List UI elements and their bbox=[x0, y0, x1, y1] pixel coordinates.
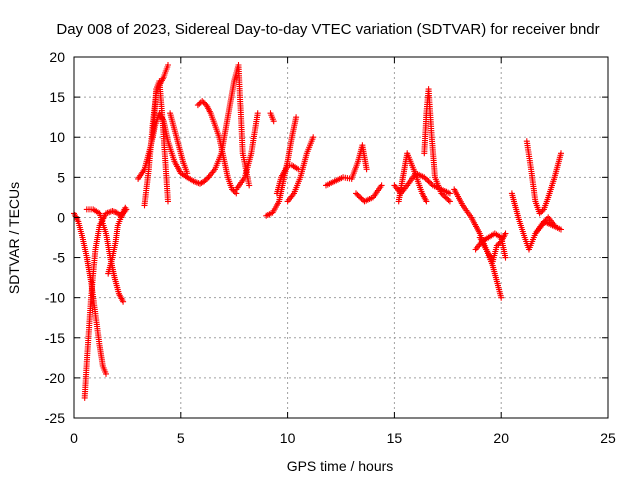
data-point-plus bbox=[118, 213, 125, 220]
chart-title: Day 008 of 2023, Sidereal Day-to-day VTE… bbox=[56, 21, 599, 38]
data-point-plus bbox=[423, 198, 430, 205]
series-arc15 bbox=[273, 162, 302, 197]
y-tick-label: 10 bbox=[49, 129, 65, 145]
series-arc17 bbox=[323, 142, 370, 189]
data-point-plus bbox=[254, 110, 261, 117]
series-arc24 bbox=[476, 230, 509, 265]
data-point-plus bbox=[439, 191, 446, 198]
data-point-plus bbox=[194, 102, 201, 109]
x-tick-labels: 0 5 10 15 20 25 bbox=[70, 430, 616, 446]
data-point-plus bbox=[200, 99, 207, 106]
plot-frame bbox=[73, 56, 609, 419]
data-point-plus bbox=[246, 182, 253, 189]
x-tick-label: 20 bbox=[493, 430, 509, 446]
data-point-plus bbox=[539, 207, 546, 214]
y-axis-label: SDTVAR / TECUs bbox=[6, 182, 22, 294]
data-point-plus bbox=[421, 174, 428, 181]
series-arc16 bbox=[284, 134, 317, 205]
data-point-plus bbox=[538, 209, 545, 216]
series-arc12 bbox=[233, 110, 261, 193]
data-point-plus bbox=[363, 166, 370, 173]
data-point-plus bbox=[425, 178, 432, 185]
data-point-plus bbox=[355, 193, 362, 200]
data-point-plus bbox=[427, 179, 433, 186]
data-point-plus bbox=[444, 195, 451, 202]
series-arc9 bbox=[184, 174, 212, 187]
data-point-plus bbox=[123, 206, 130, 213]
data-point-plus bbox=[201, 178, 208, 185]
data-point-plus bbox=[103, 370, 109, 377]
series-arc21 bbox=[421, 86, 453, 205]
data-point-plus bbox=[558, 226, 564, 233]
data-markers bbox=[71, 62, 564, 401]
data-point-plus bbox=[293, 114, 300, 121]
data-point-plus bbox=[428, 181, 435, 187]
series-arc27 bbox=[532, 214, 558, 237]
y-tick-label: -20 bbox=[45, 370, 65, 386]
data-point-plus bbox=[310, 134, 317, 141]
x-tick-label: 0 bbox=[70, 430, 78, 446]
series-arc2 bbox=[81, 204, 129, 401]
series-arc4 bbox=[105, 206, 130, 277]
y-tick-label: -5 bbox=[53, 250, 66, 266]
data-point-plus bbox=[199, 98, 206, 105]
y-tick-label: -10 bbox=[45, 290, 65, 306]
data-point-plus bbox=[438, 190, 445, 197]
data-point-plus bbox=[231, 189, 238, 195]
data-point-plus bbox=[424, 177, 431, 183]
data-point-plus bbox=[442, 194, 449, 201]
series-arc18 bbox=[353, 182, 385, 205]
x-axis-label: GPS time / hours bbox=[287, 458, 394, 474]
data-point-plus bbox=[502, 254, 509, 261]
series-arc26 bbox=[523, 138, 564, 217]
data-point-plus bbox=[202, 177, 209, 183]
data-point-plus bbox=[165, 62, 171, 68]
y-tick-label: 0 bbox=[57, 209, 65, 225]
y-tick-label: 5 bbox=[57, 169, 65, 185]
x-tick-label: 25 bbox=[600, 430, 616, 446]
series-arc11 bbox=[205, 62, 253, 189]
y-tick-label: 20 bbox=[49, 49, 65, 65]
data-point-plus bbox=[357, 194, 364, 201]
y-tick-label: -15 bbox=[45, 330, 65, 346]
series-arc10 bbox=[194, 98, 240, 197]
data-point-plus bbox=[120, 298, 127, 305]
data-point-plus bbox=[446, 198, 453, 205]
x-tick-label: 15 bbox=[387, 430, 403, 446]
data-point-plus bbox=[446, 190, 453, 197]
data-point-plus bbox=[353, 190, 359, 197]
series-arc8 bbox=[167, 110, 191, 177]
series-arc1 bbox=[71, 210, 109, 377]
data-point-plus bbox=[378, 182, 385, 189]
data-point-plus bbox=[558, 150, 564, 157]
data-point-plus bbox=[230, 187, 237, 194]
data-point-plus bbox=[502, 230, 509, 237]
y-tick-label: 15 bbox=[49, 89, 65, 105]
data-point-plus bbox=[551, 222, 558, 229]
data-point-plus bbox=[165, 198, 171, 205]
y-tick-labels: -25 -20 -15 -10 -5 0 5 10 15 20 bbox=[45, 49, 65, 426]
axis-ticks bbox=[73, 56, 609, 419]
data-point-plus bbox=[196, 100, 203, 107]
data-point-plus bbox=[498, 294, 505, 301]
x-tick-label: 10 bbox=[280, 430, 296, 446]
x-tick-label: 5 bbox=[177, 430, 185, 446]
data-point-plus bbox=[122, 207, 129, 214]
data-point-plus bbox=[495, 241, 502, 248]
series-arc13 bbox=[267, 110, 277, 125]
data-point-plus bbox=[270, 118, 277, 125]
data-point-plus bbox=[445, 197, 452, 204]
series-arc7 bbox=[150, 78, 171, 205]
data-point-plus bbox=[354, 191, 361, 198]
y-tick-label: -25 bbox=[45, 410, 65, 426]
series-arc20 bbox=[395, 150, 430, 205]
data-point-plus bbox=[118, 214, 124, 221]
